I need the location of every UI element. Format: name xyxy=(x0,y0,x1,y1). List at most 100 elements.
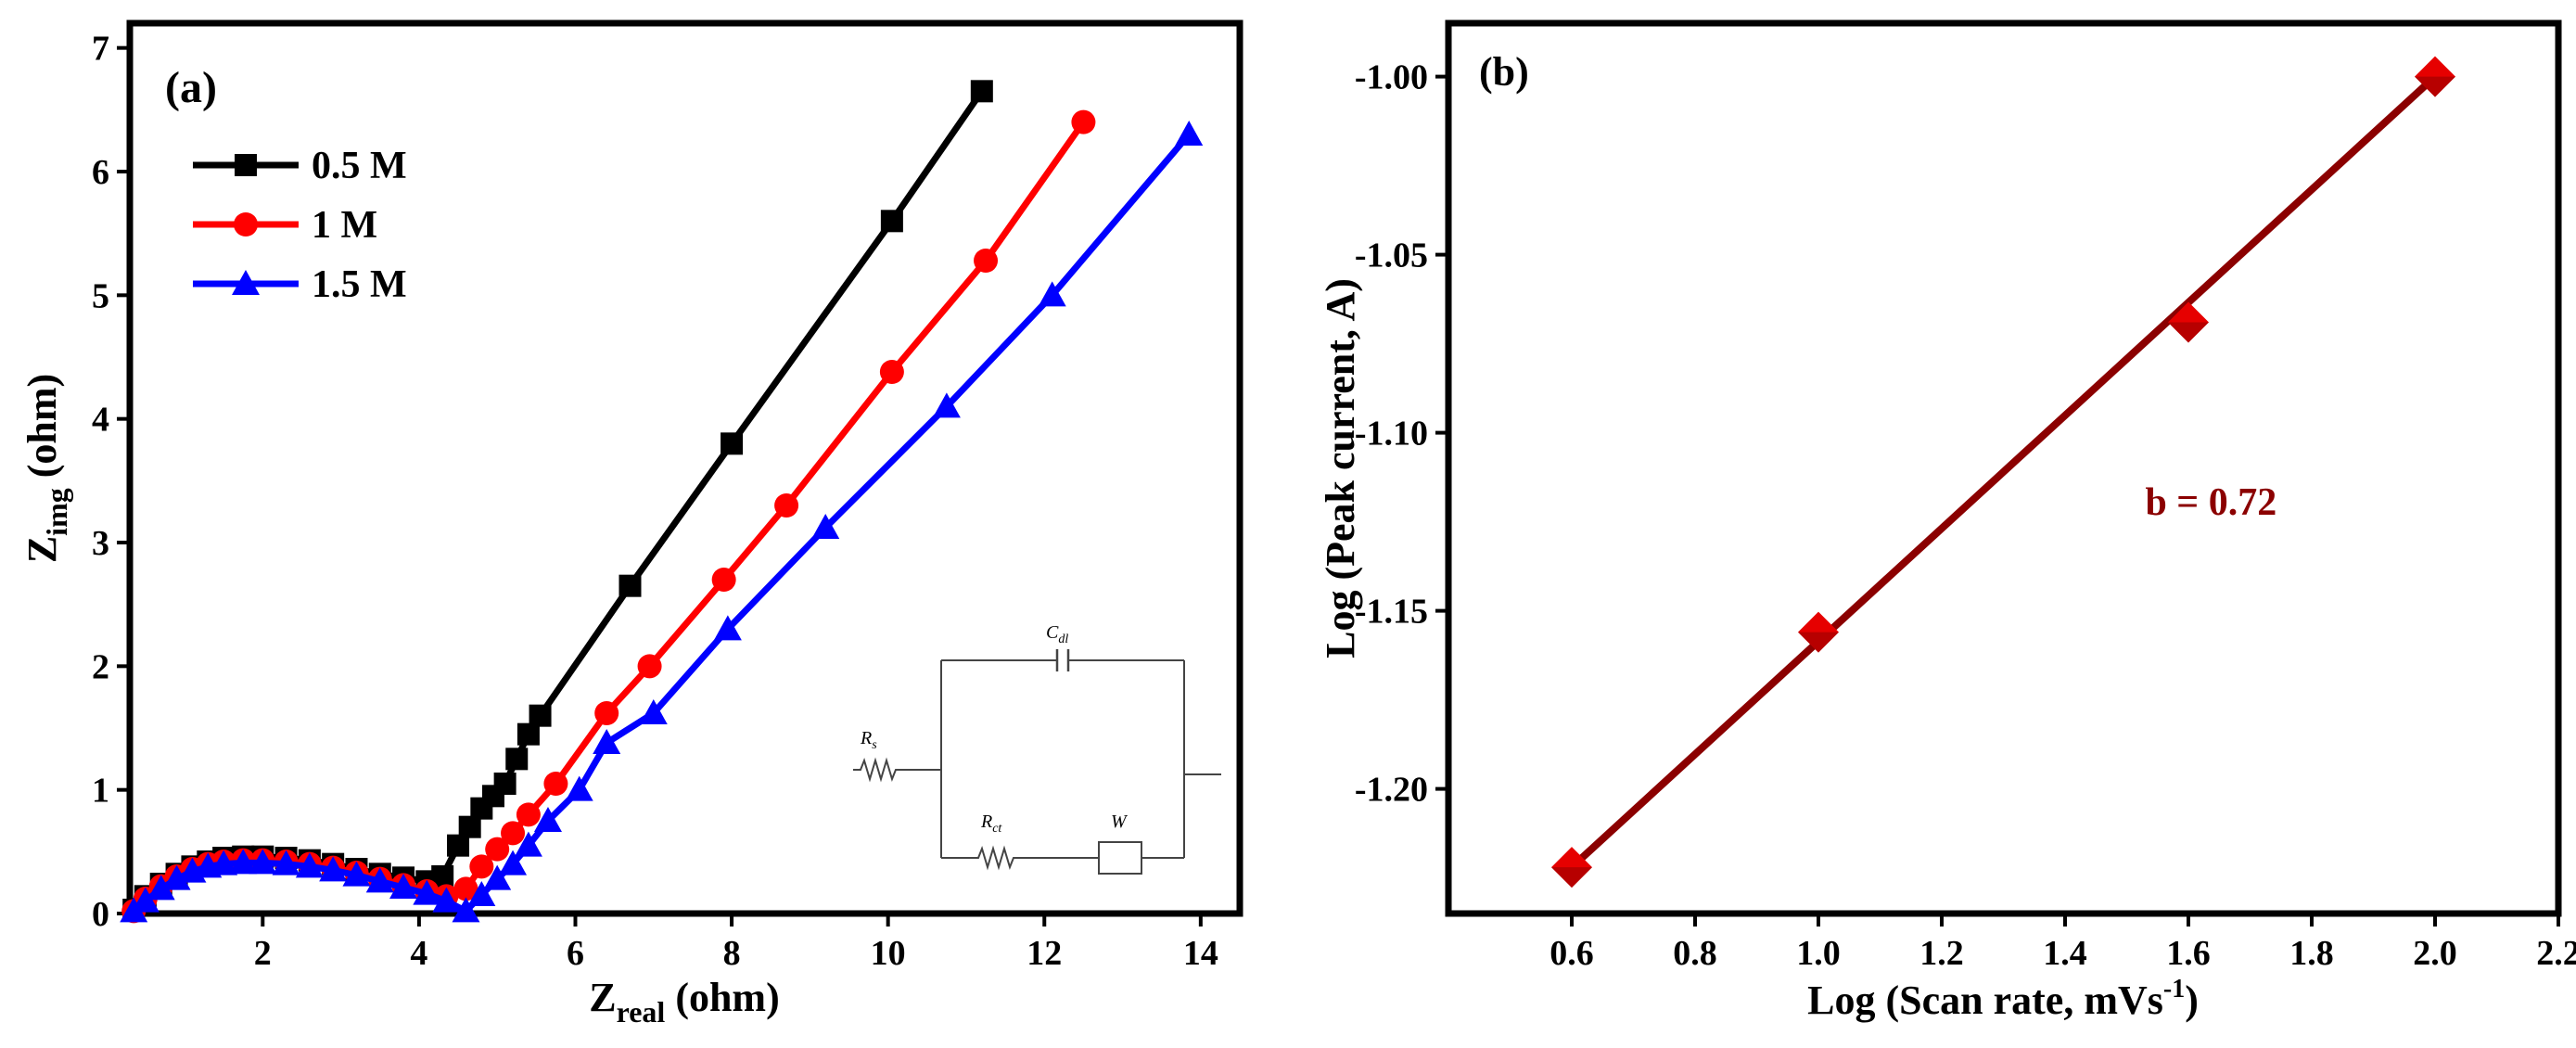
data-point xyxy=(295,852,324,878)
data-point xyxy=(514,831,542,857)
diamond-shade xyxy=(2168,322,2209,343)
data-point xyxy=(2415,56,2455,97)
panel-b-series xyxy=(1551,56,2455,888)
data-point xyxy=(880,210,903,233)
circuit-right-rail xyxy=(1183,660,1221,858)
data-point xyxy=(637,654,662,679)
data-point xyxy=(713,615,742,641)
panel-a-y-tick-label: 5 xyxy=(92,276,109,315)
legend-entry: 1.5 M xyxy=(193,263,407,306)
panel-b-y-tick-label: -1.15 xyxy=(1355,593,1428,632)
panel-b-x-label-end: ) xyxy=(2185,978,2199,1023)
legend-marker xyxy=(235,154,257,176)
panel-a-label: (a) xyxy=(165,63,217,112)
panel-a-x-tick-label: 2 xyxy=(254,934,272,973)
panel-b-x-tick-label: 0.6 xyxy=(1549,934,1594,973)
data-point xyxy=(811,514,840,539)
data-point xyxy=(2168,301,2209,343)
rs-label: Rs xyxy=(860,728,877,752)
panel-b-annotation: b = 0.72 xyxy=(2145,481,2276,524)
data-point xyxy=(499,850,528,875)
fit-line xyxy=(1569,73,2438,871)
panel-b: 0.6 0.8 1.0 1.2 1.4 1.6 1.8 2.0 2.2 -1.00 -1.05 -1.… xyxy=(1318,19,2576,1023)
panel-b-x-axis-label: Log (Scan rate, mVs-1) xyxy=(1807,975,2199,1023)
panel-a-y-label-main: Z xyxy=(19,536,65,563)
panel-b-label: (b) xyxy=(1479,49,1529,95)
panel-a-y-tick-label: 0 xyxy=(92,895,109,934)
series-1.5-m xyxy=(120,121,1204,923)
legend-label: 1.5 M xyxy=(312,263,407,306)
panel-a-y-tick-label: 2 xyxy=(92,647,109,686)
panel-b-x-tick-label: 1.4 xyxy=(2043,934,2087,973)
data-point xyxy=(1071,109,1096,134)
data-point xyxy=(229,849,258,875)
panel-a-x-tick-label: 14 xyxy=(1183,934,1218,973)
panel-a-y-tick-label: 1 xyxy=(92,772,109,811)
data-point xyxy=(594,701,619,725)
panel-b-y-tick-label: -1.00 xyxy=(1355,58,1428,97)
panel-a-x-tick-label: 12 xyxy=(1027,934,1062,973)
panel-a-y-tick-label: 6 xyxy=(92,153,109,192)
data-point xyxy=(249,849,277,875)
data-point xyxy=(1175,121,1204,146)
panel-a-series xyxy=(120,80,1204,924)
panel-b-x-tick-label: 2.0 xyxy=(2413,934,2457,973)
panel-a-x-label-sub: real xyxy=(617,995,666,1029)
legend-marker xyxy=(234,212,258,236)
panel-b-plot-frame xyxy=(1445,19,2562,917)
data-point xyxy=(365,867,394,893)
data-point xyxy=(210,850,238,875)
data-point xyxy=(1038,281,1066,307)
panel-a-x-tick-label: 8 xyxy=(723,934,741,973)
data-point xyxy=(453,876,478,901)
panel-b-y-tick-label: -1.20 xyxy=(1355,771,1428,810)
data-point xyxy=(879,360,904,384)
data-point xyxy=(1798,611,1839,653)
panel-a-x-tick-label: 6 xyxy=(567,934,584,973)
data-point xyxy=(389,874,418,899)
rs-resistor xyxy=(853,757,941,783)
data-point xyxy=(529,704,552,727)
data-point xyxy=(483,864,512,890)
data-point xyxy=(147,875,175,901)
diamond-shade xyxy=(1551,867,1592,888)
data-point xyxy=(774,493,799,518)
panel-a-y-tick-label: 4 xyxy=(92,401,109,440)
panel-a-x-label-unit: (ohm) xyxy=(665,975,779,1020)
data-point xyxy=(452,897,480,923)
data-point xyxy=(319,856,348,882)
panel-a-x-label-main: Z xyxy=(589,975,616,1020)
cdl-label: Cdl xyxy=(1046,622,1068,646)
diamond-shade xyxy=(1798,632,1839,653)
diamond-shade xyxy=(2415,76,2455,97)
data-point xyxy=(505,748,529,771)
warburg-element xyxy=(1098,841,1142,875)
data-point xyxy=(501,821,526,846)
panel-b-x-label-main: Log (Scan rate, mVs xyxy=(1807,978,2163,1023)
data-point xyxy=(432,887,461,913)
data-point xyxy=(721,432,744,455)
data-point xyxy=(131,887,159,913)
panel-a-y-tick-label: 3 xyxy=(92,524,109,563)
panel-b-x-tick-label: 1.0 xyxy=(1796,934,1841,973)
data-point xyxy=(272,850,300,875)
data-point xyxy=(974,249,999,273)
panel-a-x-tick-label: 4 xyxy=(410,934,427,973)
panel-b-x-tick-label: 1.6 xyxy=(2166,934,2211,973)
panel-b-x-label-sup: -1 xyxy=(2163,975,2185,1003)
panel-a-x-axis-label: Zreal (ohm) xyxy=(589,975,780,1029)
legend-marker xyxy=(232,270,260,295)
panel-b-y-tick-label: -1.05 xyxy=(1355,236,1428,275)
cdl-capacitor xyxy=(1055,649,1070,671)
data-point xyxy=(593,729,621,754)
panel-b-x-tick-label: 2.2 xyxy=(2536,934,2576,973)
panel-b-y-tick-label: -1.10 xyxy=(1355,415,1428,454)
equivalent-circuit-inset: Rs Cdl Rct W xyxy=(853,622,1221,875)
legend-label: 1 M xyxy=(312,204,377,247)
w-label: W xyxy=(1111,812,1129,832)
panel-a-y-tick-label: 7 xyxy=(92,30,109,69)
panel-a-x-tick-label: 10 xyxy=(871,934,906,973)
